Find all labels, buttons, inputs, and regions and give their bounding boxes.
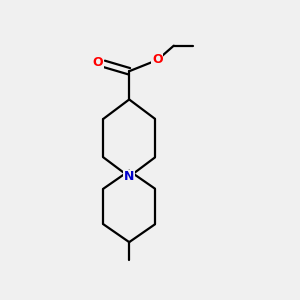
- Text: N: N: [124, 170, 134, 183]
- Text: O: O: [93, 56, 103, 69]
- Text: O: O: [152, 53, 163, 66]
